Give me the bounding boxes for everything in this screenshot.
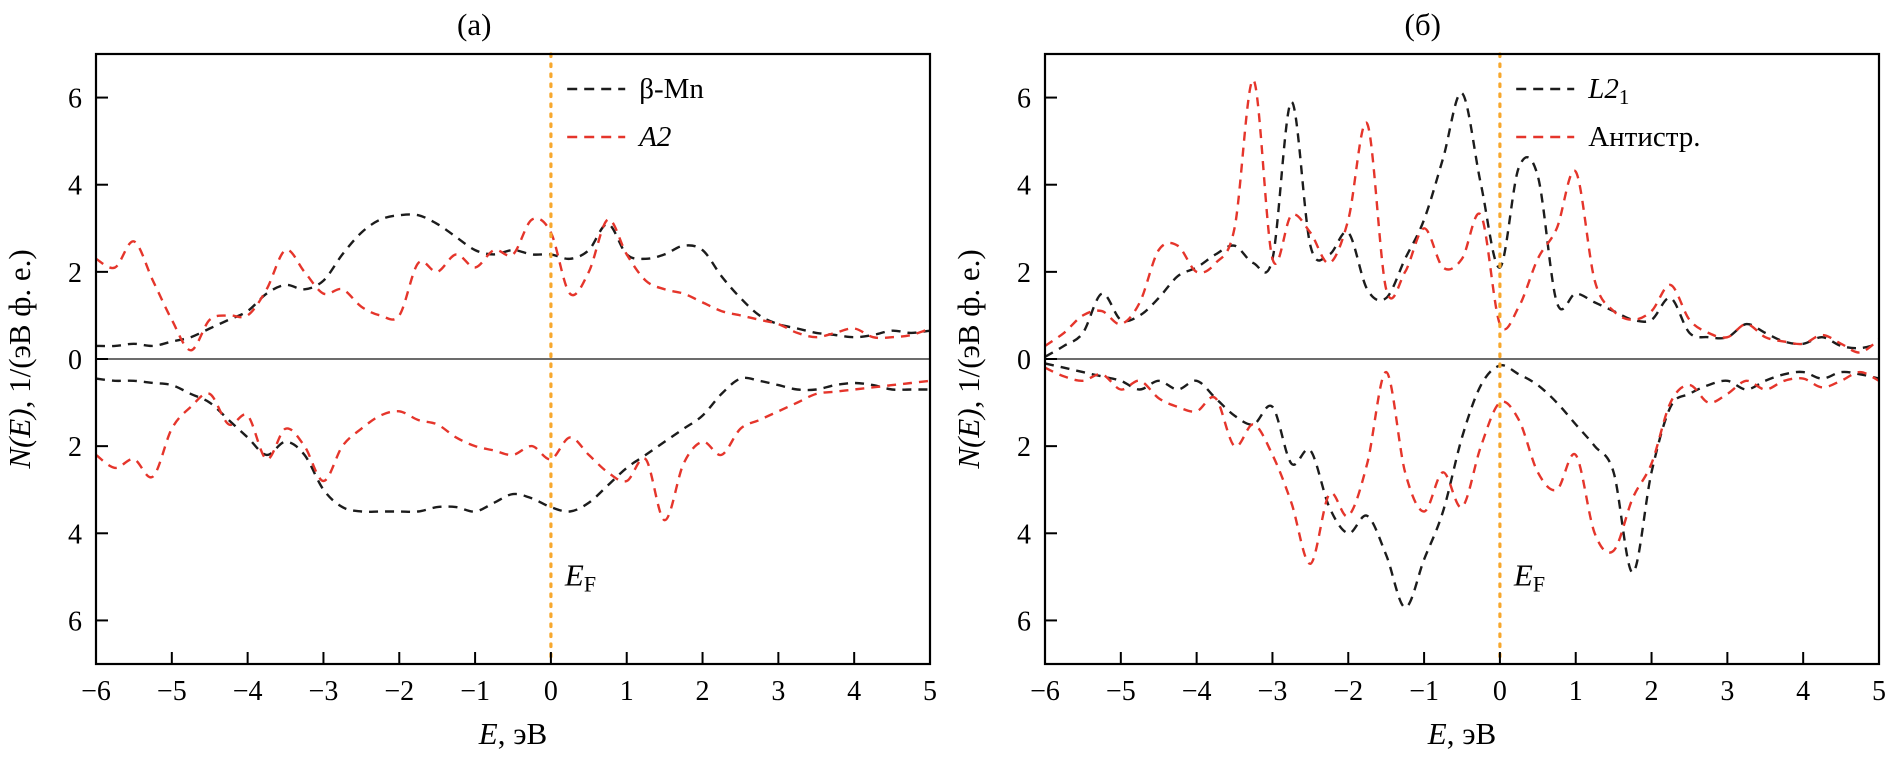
series-1-spin-down-curve [95,379,931,522]
x-tick-label: 5 [923,676,937,707]
fermi-level-label: EF [1513,558,1545,597]
x-tick-label: 0 [544,676,558,707]
y-axis-label: N(E), 1/(эВ ф. е.) [951,249,986,469]
x-tick-label: 4 [847,676,861,707]
series-1-spin-down-curve [1044,366,1880,566]
panel-b-chart: EF −6 −5 −4 −3 −2 −1 0 1 2 3 4 5 6 4 2 0 2 4 6 E, эВ N(E), 1/… [951,52,1886,751]
x-tick-label: 0 [1493,676,1507,707]
x-tick-label: −1 [1409,676,1439,707]
x-tick-label: −6 [1030,676,1060,707]
series-0-spin-up-curve [96,213,931,348]
x-tick-label: −3 [309,676,339,707]
panel-b: (б) EF −6 −5 −4 −3 −2 −1 0 1 2 3 4 5 6 4 2 0 2 4 6 E, эВ N(E)… [949,0,1897,776]
x-tick-label: −2 [1333,676,1363,707]
y-tick-label: 2 [1017,432,1031,463]
y-tick-label: 6 [1017,606,1031,637]
x-tick-label: 1 [1568,676,1582,707]
y-tick-label: 4 [68,171,82,202]
plot-frame [1043,52,1880,666]
y-tick-label: 6 [68,606,82,637]
legend-label-1: Антистр. [1588,121,1700,153]
y-axis-label: N(E), 1/(эВ ф. е.) [2,249,37,469]
y-tick-label: 2 [1017,258,1031,289]
x-tick-label: −2 [385,676,415,707]
x-tick-label: 3 [772,676,786,707]
panel-b-title: (б) [1404,7,1441,42]
plot-frame [95,52,932,666]
y-tick-label: 4 [1017,519,1031,550]
x-tick-label: −3 [1257,676,1287,707]
x-tick-label: −4 [1181,676,1211,707]
y-tick-label: 0 [68,345,82,376]
panel-a: (а) EF −6 −5 −4 −3 −2 −1 0 1 2 3 4 5 6 4 2 0 2 4 6 E, эВ N(E)… [2,7,937,751]
x-tick-label: −6 [81,676,111,707]
series-1-spin-up-curve [1044,78,1880,354]
y-tick-label: 6 [1017,84,1031,115]
panel-a-chart: EF −6 −5 −4 −3 −2 −1 0 1 2 3 4 5 6 4 2 0 2 4 6 E, эВ N(E), 1/… [2,52,937,751]
series-0-spin-down-curve [96,376,931,514]
x-tick-label: −4 [233,676,263,707]
x-tick-label: 3 [1720,676,1734,707]
legend-label-0: L21 [1587,73,1629,109]
legend-label-0: β-Mn [639,73,704,105]
x-tick-label: −5 [157,676,187,707]
series-0-spin-up-curve [1044,91,1880,358]
x-axis-label: E, эВ [478,716,547,751]
y-tick-label: 2 [68,432,82,463]
y-tick-label: 2 [68,258,82,289]
x-tick-label: 2 [696,676,710,707]
fermi-level-label: EF [564,558,596,597]
x-tick-label: 2 [1644,676,1658,707]
y-tick-label: 4 [68,519,82,550]
x-tick-label: 5 [1872,676,1886,707]
x-tick-label: −1 [460,676,490,707]
y-tick-label: 0 [1017,345,1031,376]
x-tick-label: 1 [620,676,634,707]
x-tick-label: 4 [1796,676,1810,707]
y-tick-label: 4 [1017,171,1031,202]
x-tick-label: −5 [1106,676,1136,707]
panel-a-title: (а) [457,7,492,42]
series-1-spin-up-curve [95,217,931,352]
y-tick-label: 6 [68,84,82,115]
x-axis-label: E, эВ [1427,716,1496,751]
legend-label-1: A2 [637,121,671,153]
series-0-spin-down-curve [1044,362,1880,609]
